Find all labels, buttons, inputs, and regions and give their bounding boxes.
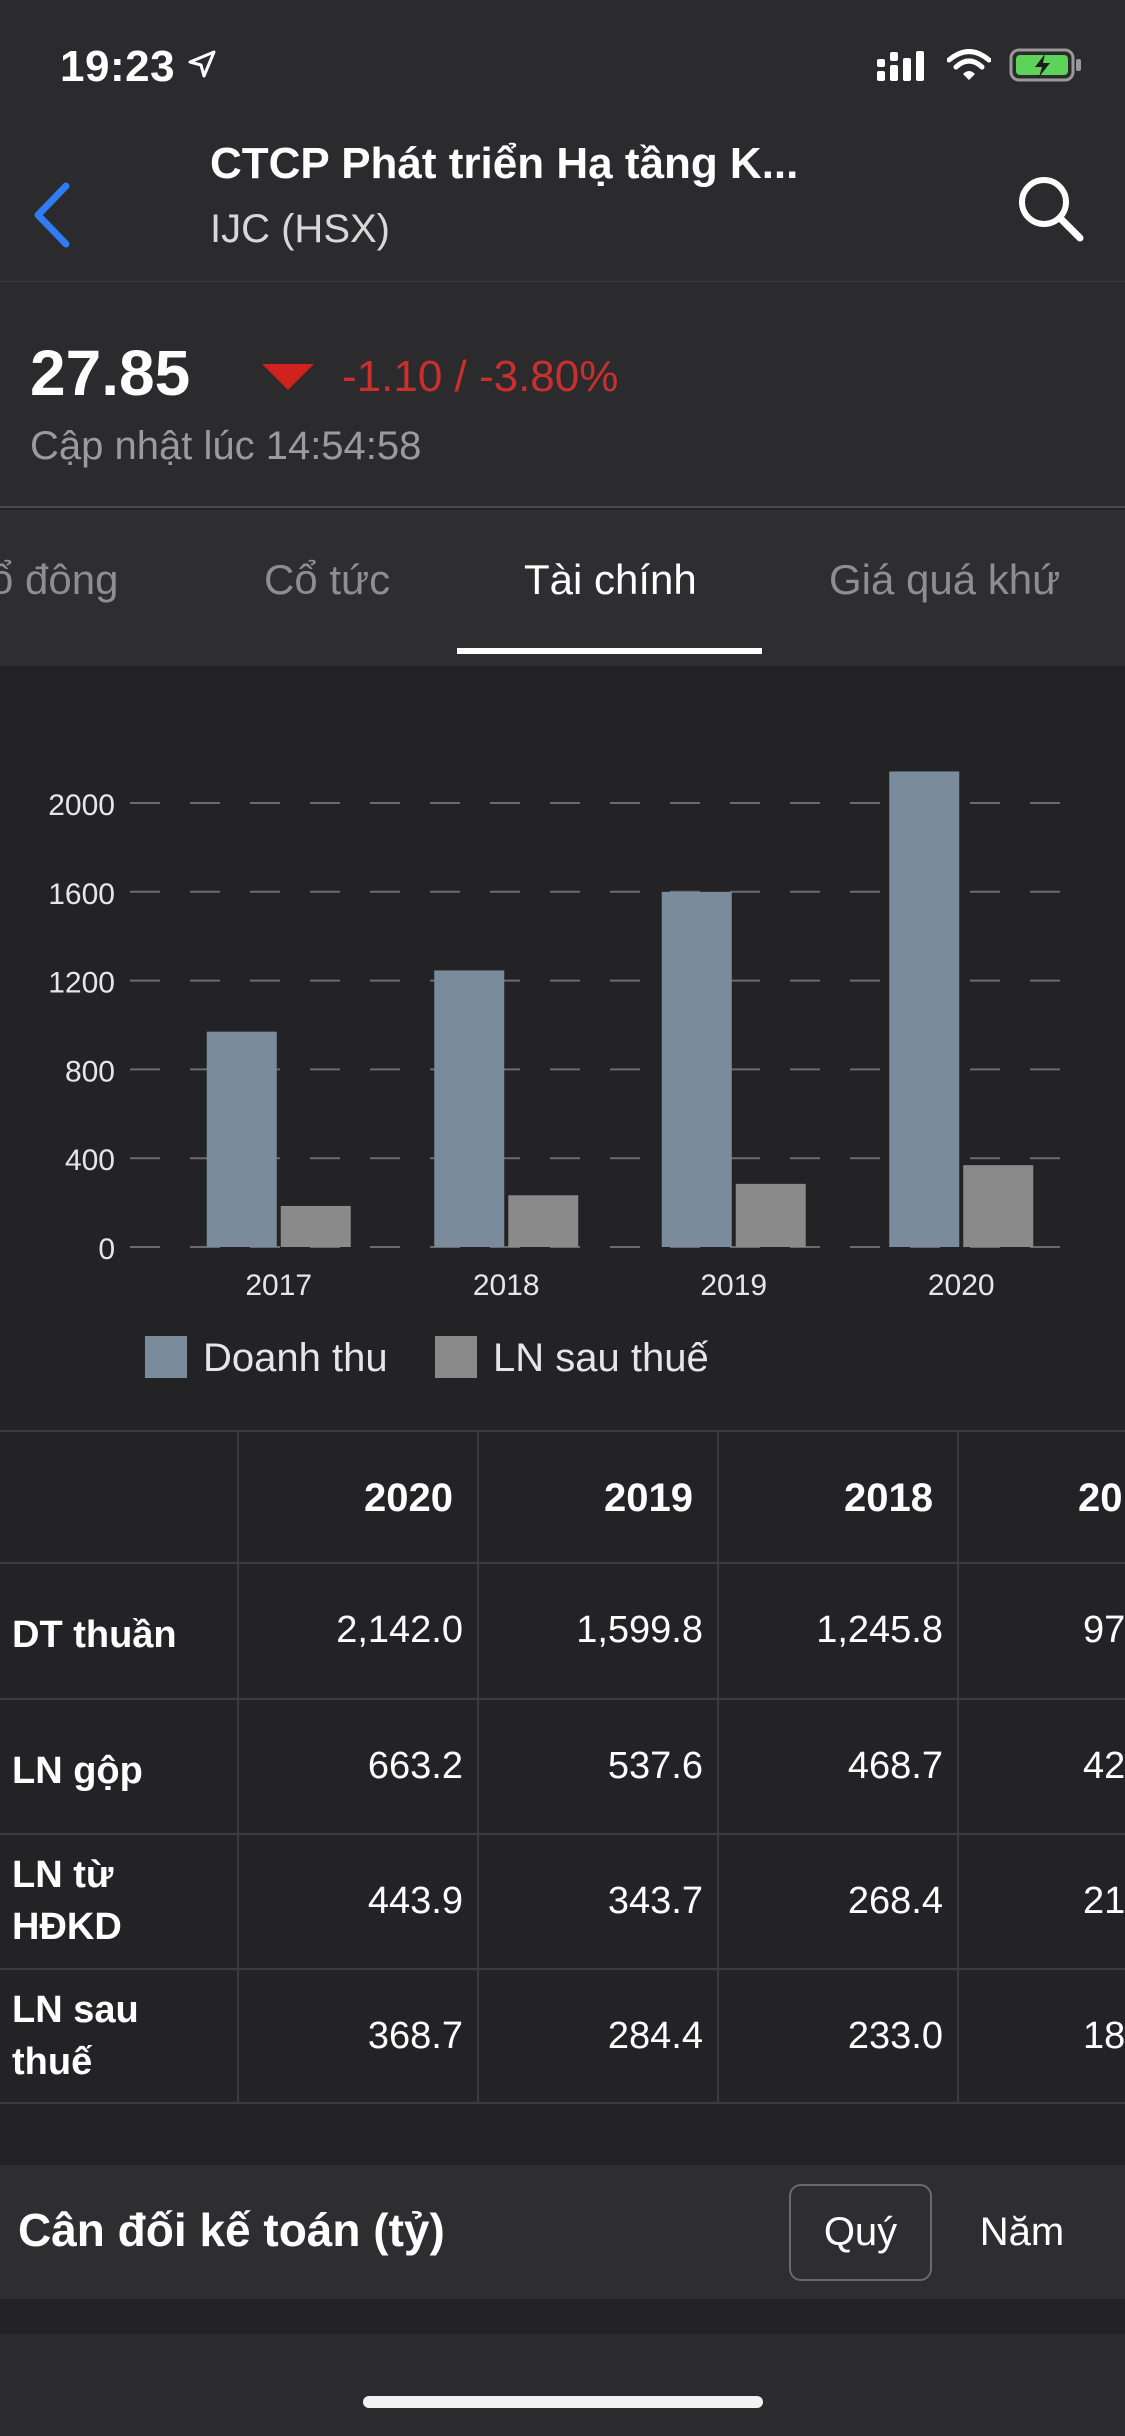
table-cell: 368.7	[367, 2015, 463, 2057]
table-cell: 1,599.8	[576, 1609, 703, 1651]
year-button[interactable]: Năm	[979, 2210, 1065, 2254]
table-cell: 42	[1083, 1745, 1125, 1787]
table-cell: 18	[1083, 2015, 1125, 2057]
table-cell: 284.4	[607, 2015, 703, 2057]
price-down-arrow-icon	[262, 364, 314, 390]
bar-chart: 0 400 800 1200 1600 2000 2017 2018 2019 2020 Doanh…	[48, 771, 1060, 1380]
status-bar: 19:23	[0, 0, 1125, 135]
bar-revenue[interactable]	[434, 970, 505, 1247]
back-chevron-icon	[34, 182, 70, 248]
table-cell: 663.2	[367, 1745, 463, 1787]
tab-bar: ổ đông Cổ tức Tài chính Giá quá khứ	[0, 510, 1125, 666]
financial-table: 2020 2019 2018 20 DT thuần 2,142.0 1,599…	[0, 1430, 1125, 2104]
quarter-button[interactable]: Quý	[789, 2184, 932, 2281]
x-tick-label: 2018	[473, 1269, 540, 1302]
row-label: LN sau thuế	[12, 1989, 139, 2084]
table-cell: 2,142.0	[336, 1609, 463, 1651]
tab-shareholders[interactable]: ổ đông	[0, 556, 119, 603]
column-divider	[237, 1432, 239, 2102]
back-button[interactable]	[22, 175, 82, 255]
table-header-row: 2020 2019 2018 20	[0, 1432, 1125, 1564]
price-change: -1.10 / -3.80%	[342, 352, 619, 401]
home-indicator[interactable]	[363, 2396, 763, 2408]
tab-price-history[interactable]: Giá quá khứ	[829, 556, 1061, 603]
tab-dividends[interactable]: Cổ tức	[264, 556, 391, 603]
battery-charging-icon	[1009, 48, 1083, 87]
table-row: LN sau thuế 368.7 284.4 233.0 18	[0, 1970, 1125, 2102]
table-cell: 97	[1083, 1609, 1125, 1651]
balance-sheet-header: Cân đối kế toán (tỷ) Quý Năm	[0, 2165, 1125, 2299]
table-header: 2018	[844, 1476, 933, 1520]
table-cell: 21	[1083, 1880, 1125, 1922]
x-tick-label: 2019	[700, 1269, 767, 1302]
price-section: 27.85 -1.10 / -3.80% Cập nhật lúc 14:54:…	[0, 282, 1125, 508]
table-header: 2020	[364, 1476, 453, 1520]
current-price: 27.85	[30, 337, 191, 409]
table-cell: 343.7	[607, 1880, 703, 1922]
next-section-strip	[0, 2334, 1125, 2436]
wifi-icon	[946, 49, 992, 86]
balance-sheet-title: Cân đối kế toán (tỷ)	[18, 2204, 445, 2256]
bar-revenue[interactable]	[889, 771, 960, 1247]
active-tab-indicator	[457, 648, 762, 654]
tab-financials[interactable]: Tài chính	[524, 556, 697, 603]
column-divider	[477, 1432, 479, 2102]
table-header: 2019	[604, 1476, 693, 1520]
search-icon	[1019, 177, 1084, 242]
legend-label: LN sau thuế	[493, 1336, 709, 1380]
table-header: 20	[1078, 1476, 1123, 1520]
table-cell: 233.0	[847, 2015, 943, 2057]
legend-label: Doanh thu	[203, 1336, 388, 1380]
table-cell: 1,245.8	[816, 1609, 943, 1651]
table-row: LN từ HĐKD 443.9 343.7 268.4 21	[0, 1835, 1125, 1970]
column-divider	[717, 1432, 719, 2102]
updated-time: Cập nhật lúc 14:54:58	[30, 424, 422, 468]
table-cell: 468.7	[847, 1745, 943, 1787]
y-tick-label: 1200	[48, 967, 115, 1000]
y-tick-label: 2000	[48, 789, 115, 822]
x-tick-label: 2020	[928, 1269, 995, 1302]
column-divider	[957, 1432, 959, 2102]
bar-net-profit[interactable]	[280, 1205, 351, 1247]
bar-revenue[interactable]	[661, 891, 732, 1247]
row-label: DT thuần	[12, 1614, 177, 1656]
table-cell: 268.4	[847, 1880, 943, 1922]
row-label: LN gộp	[12, 1750, 143, 1792]
status-icons	[877, 48, 1083, 87]
ticker: IJC (HSX)	[210, 207, 390, 251]
search-button[interactable]	[1005, 163, 1095, 253]
table-row: LN gộp 663.2 537.6 468.7 42	[0, 1700, 1125, 1835]
status-time: 19:23	[60, 42, 176, 91]
x-tick-label: 2017	[245, 1269, 312, 1302]
signal-icon	[877, 49, 929, 86]
table-cell: 537.6	[607, 1745, 703, 1787]
header: CTCP Phát triển Hạ tầng K... IJC (HSX)	[0, 135, 1125, 282]
row-label: LN từ HĐKD	[12, 1854, 122, 1949]
table-cell: 443.9	[367, 1880, 463, 1922]
bar-revenue[interactable]	[206, 1031, 277, 1247]
financial-chart: 0 400 800 1200 1600 2000 2017 2018 2019 2020 Doanh…	[0, 666, 1125, 1430]
bar-net-profit[interactable]	[508, 1195, 579, 1247]
y-tick-label: 0	[98, 1233, 115, 1266]
location-arrow-icon	[188, 50, 216, 83]
y-tick-label: 400	[65, 1144, 115, 1177]
y-tick-label: 1600	[48, 878, 115, 911]
bar-net-profit[interactable]	[735, 1183, 806, 1247]
legend-swatch	[435, 1336, 477, 1378]
bar-net-profit[interactable]	[963, 1165, 1034, 1247]
company-name: CTCP Phát triển Hạ tầng K...	[210, 139, 799, 188]
table-row: DT thuần 2,142.0 1,599.8 1,245.8 97	[0, 1564, 1125, 1700]
y-tick-label: 800	[65, 1055, 115, 1088]
legend-swatch	[145, 1336, 187, 1378]
